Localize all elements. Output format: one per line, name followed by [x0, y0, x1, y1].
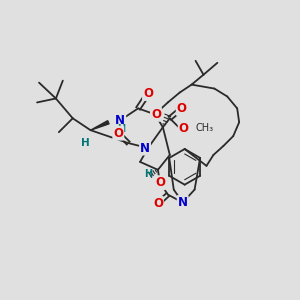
Text: N: N: [115, 114, 125, 127]
Text: H: H: [81, 138, 90, 148]
Text: O: O: [179, 122, 189, 135]
Text: N: N: [178, 196, 188, 209]
Text: H: H: [144, 169, 152, 179]
Text: O: O: [155, 176, 165, 189]
Text: CH₃: CH₃: [196, 123, 214, 133]
Text: H: H: [117, 124, 125, 134]
Text: O: O: [177, 102, 187, 115]
Text: N: N: [140, 142, 150, 154]
Text: O: O: [151, 108, 161, 121]
Text: O: O: [153, 197, 163, 210]
Text: O: O: [143, 87, 153, 100]
Polygon shape: [91, 121, 109, 130]
Text: O: O: [113, 127, 123, 140]
